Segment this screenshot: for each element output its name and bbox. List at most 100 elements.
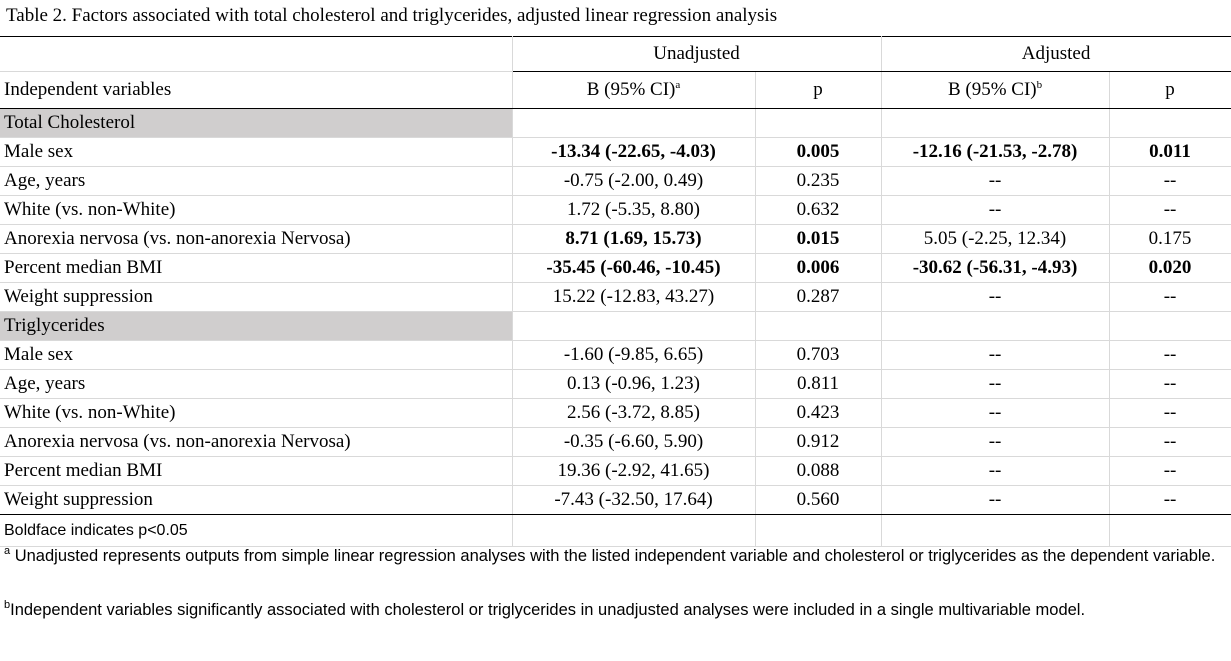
b-unadjusted-cell: -1.60 (-9.85, 6.65): [512, 340, 756, 370]
empty-cell: [755, 514, 882, 547]
variable-cell: Male sex: [0, 137, 513, 167]
table-row: Age, years -0.75 (-2.00, 0.49) 0.235 -- --: [0, 166, 1231, 196]
footnote-marker-a: a: [675, 79, 681, 91]
p-adjusted-cell: 0.175: [1109, 224, 1231, 254]
b-adjusted-cell: -12.16 (-21.53, -2.78): [881, 137, 1110, 167]
section-title: Total Cholesterol: [0, 108, 513, 138]
header-p-unadjusted: p: [755, 71, 882, 109]
p-adjusted-cell: 0.011: [1109, 137, 1231, 167]
empty-cell: [512, 514, 756, 547]
p-unadjusted-cell: 0.811: [755, 369, 882, 399]
p-unadjusted-cell: 0.287: [755, 282, 882, 312]
b-adjusted-cell: --: [881, 427, 1110, 457]
variable-cell: Anorexia nervosa (vs. non-anorexia Nervo…: [0, 224, 513, 254]
header-column-row: Independent variables B (95% CI)a p B (9…: [0, 71, 1231, 109]
regression-table: Unadjusted Adjusted Independent variable…: [0, 36, 1231, 547]
b-unadjusted-cell: -0.35 (-6.60, 5.90): [512, 427, 756, 457]
table-row: Anorexia nervosa (vs. non-anorexia Nervo…: [0, 224, 1231, 254]
variable-cell: Percent median BMI: [0, 253, 513, 283]
p-unadjusted-cell: 0.632: [755, 195, 882, 225]
b-unadjusted-cell: 15.22 (-12.83, 43.27): [512, 282, 756, 312]
table-row: Weight suppression -7.43 (-32.50, 17.64) 0…: [0, 485, 1231, 515]
header-b-adjusted: B (95% CI)b: [881, 71, 1110, 109]
p-unadjusted-cell: 0.006: [755, 253, 882, 283]
p-adjusted-cell: --: [1109, 485, 1231, 515]
table-row: Weight suppression 15.22 (-12.83, 43.27) 0…: [0, 282, 1231, 312]
p-unadjusted-cell: 0.005: [755, 137, 882, 167]
empty-cell: [755, 311, 882, 341]
footnote-a-text: Unadjusted represents outputs from simpl…: [10, 547, 1216, 565]
b-unadjusted-cell: 2.56 (-3.72, 8.85): [512, 398, 756, 428]
p-unadjusted-cell: 0.912: [755, 427, 882, 457]
b-unadjusted-cell: -7.43 (-32.50, 17.64): [512, 485, 756, 515]
variable-cell: Percent median BMI: [0, 456, 513, 486]
p-adjusted-cell: 0.020: [1109, 253, 1231, 283]
b-unadjusted-cell: -35.45 (-60.46, -10.45): [512, 253, 756, 283]
footnote-a-marker: a: [4, 545, 11, 557]
b-adjusted-cell: 5.05 (-2.25, 12.34): [881, 224, 1110, 254]
table-row: Percent median BMI 19.36 (-2.92, 41.65) 0.…: [0, 456, 1231, 486]
table-row: White (vs. non-White) 1.72 (-5.35, 8.80) 0…: [0, 195, 1231, 225]
p-unadjusted-cell: 0.235: [755, 166, 882, 196]
variable-cell: White (vs. non-White): [0, 195, 513, 225]
p-adjusted-cell: --: [1109, 456, 1231, 486]
p-unadjusted-cell: 0.560: [755, 485, 882, 515]
p-adjusted-cell: --: [1109, 282, 1231, 312]
boldface-note-row: Boldface indicates p<0.05: [0, 514, 1231, 547]
empty-cell: [881, 514, 1110, 547]
empty-cell: [512, 108, 756, 138]
section-header-row: Total Cholesterol: [0, 108, 1231, 138]
empty-cell: [1109, 108, 1231, 138]
table-row: Male sex -13.34 (-22.65, -4.03) 0.005 -12.1…: [0, 137, 1231, 167]
p-unadjusted-cell: 0.703: [755, 340, 882, 370]
header-b-unadjusted: B (95% CI)a: [512, 71, 756, 109]
header-adjusted: Adjusted: [881, 36, 1231, 72]
b-adjusted-cell: --: [881, 340, 1110, 370]
table-row: Anorexia nervosa (vs. non-anorexia Nervo…: [0, 427, 1231, 457]
empty-cell: [755, 108, 882, 138]
p-adjusted-cell: --: [1109, 427, 1231, 457]
header-empty-cell: [0, 36, 513, 72]
variable-cell: Anorexia nervosa (vs. non-anorexia Nervo…: [0, 427, 513, 457]
variable-cell: Weight suppression: [0, 485, 513, 515]
header-independent-variables: Independent variables: [0, 71, 513, 109]
variable-cell: Age, years: [0, 369, 513, 399]
p-adjusted-cell: --: [1109, 340, 1231, 370]
b-adjusted-cell: --: [881, 485, 1110, 515]
b-unadjusted-cell: -13.34 (-22.65, -4.03): [512, 137, 756, 167]
b-unadjusted-cell: 8.71 (1.69, 15.73): [512, 224, 756, 254]
b-adjusted-cell: --: [881, 456, 1110, 486]
table-row: Male sex -1.60 (-9.85, 6.65) 0.703 -- --: [0, 340, 1231, 370]
b-adjusted-cell: -30.62 (-56.31, -4.93): [881, 253, 1110, 283]
p-adjusted-cell: --: [1109, 369, 1231, 399]
footnote-b-marker: b: [4, 599, 11, 611]
empty-cell: [512, 311, 756, 341]
b-adjusted-cell: --: [881, 282, 1110, 312]
table-row: Age, years 0.13 (-0.96, 1.23) 0.811 -- --: [0, 369, 1231, 399]
b-adjusted-cell: --: [881, 369, 1110, 399]
boldface-note: Boldface indicates p<0.05: [0, 514, 513, 547]
variable-cell: Weight suppression: [0, 282, 513, 312]
b-unadjusted-cell: 19.36 (-2.92, 41.65): [512, 456, 756, 486]
header-unadjusted: Unadjusted: [512, 36, 882, 72]
header-group-row: Unadjusted Adjusted: [0, 36, 1231, 72]
header-b-unadjusted-label: B (95% CI): [586, 79, 676, 100]
empty-cell: [881, 108, 1110, 138]
p-adjusted-cell: --: [1109, 166, 1231, 196]
empty-cell: [881, 311, 1110, 341]
p-adjusted-cell: --: [1109, 398, 1231, 428]
section-title: Triglycerides: [0, 311, 513, 341]
footnote-b: bIndependent variables significantly ass…: [4, 598, 1219, 623]
variable-cell: Age, years: [0, 166, 513, 196]
p-adjusted-cell: --: [1109, 195, 1231, 225]
table-row: White (vs. non-White) 2.56 (-3.72, 8.85) 0…: [0, 398, 1231, 428]
p-unadjusted-cell: 0.088: [755, 456, 882, 486]
header-b-adjusted-label: B (95% CI): [947, 79, 1037, 100]
section-header-row: Triglycerides: [0, 311, 1231, 341]
footnote-marker-b: b: [1036, 79, 1043, 91]
b-adjusted-cell: --: [881, 195, 1110, 225]
b-unadjusted-cell: 1.72 (-5.35, 8.80): [512, 195, 756, 225]
table-caption: Table 2. Factors associated with total c…: [6, 5, 778, 26]
b-adjusted-cell: --: [881, 398, 1110, 428]
p-unadjusted-cell: 0.015: [755, 224, 882, 254]
